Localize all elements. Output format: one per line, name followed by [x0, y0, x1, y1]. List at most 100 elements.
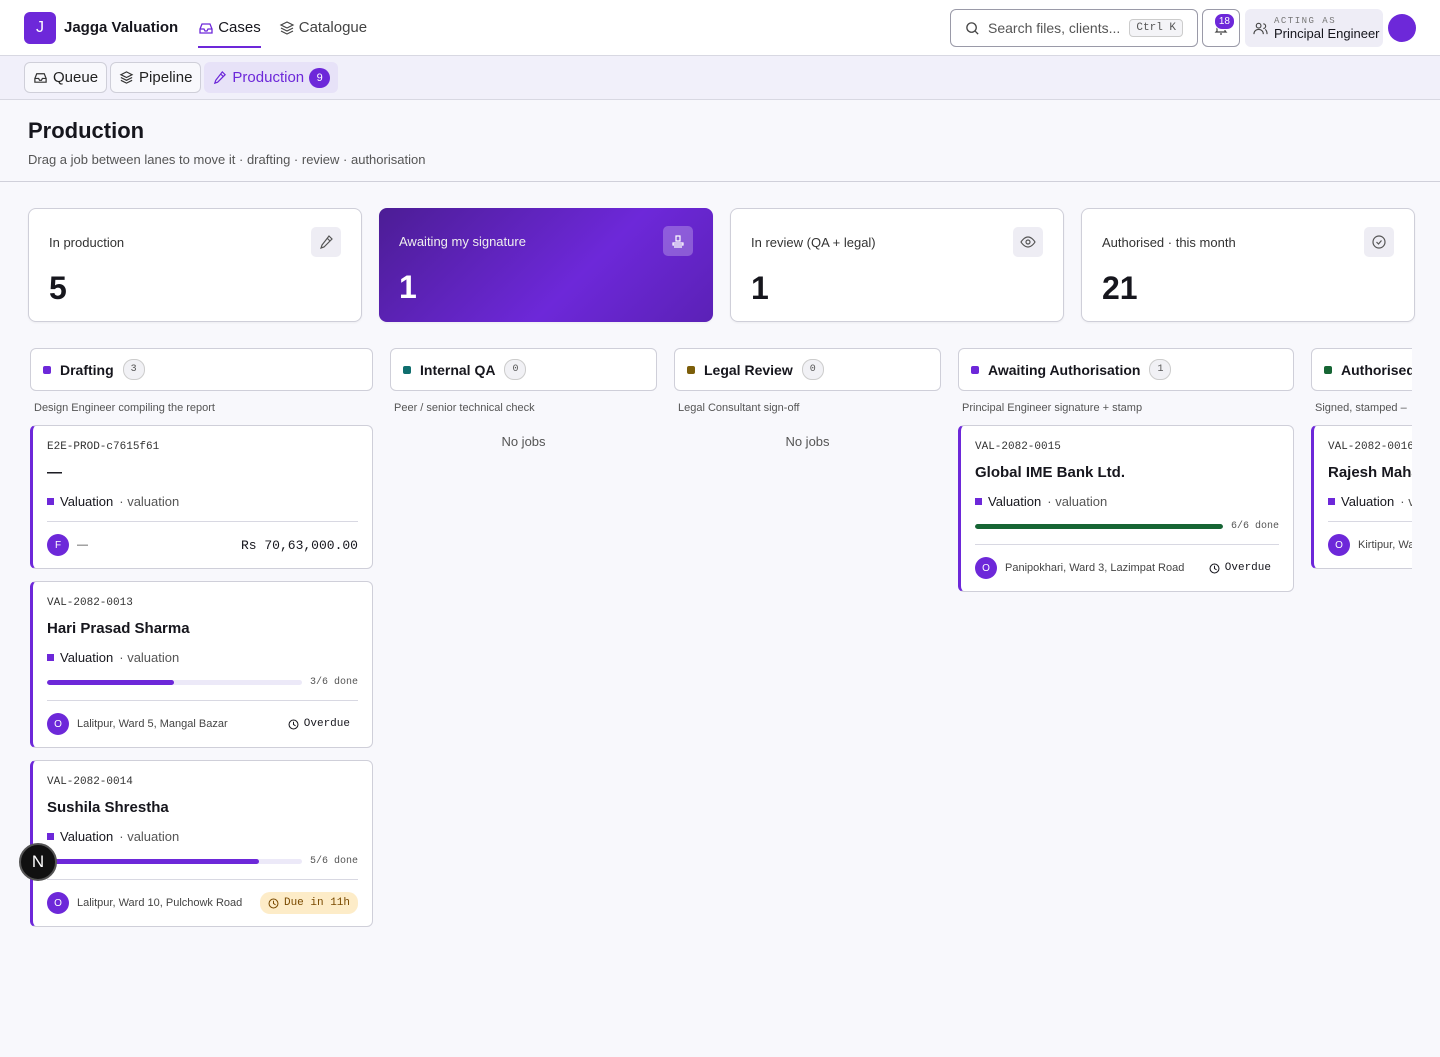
progress-track [47, 859, 302, 864]
job-title: Global IME Bank Ltd. [975, 464, 1126, 481]
job-title: Hari Prasad Sharma [47, 620, 190, 637]
empty-state: No jobs [501, 434, 546, 449]
type-label: Valuation [988, 494, 1042, 509]
tab-production[interactable]: Production 9 [204, 62, 339, 93]
nav-cases[interactable]: Cases [198, 0, 261, 56]
page-subtitle: Drag a job between lanes to move it · dr… [28, 152, 426, 167]
brand-logo[interactable]: J [24, 11, 56, 44]
acting-label: ACTING AS [1274, 15, 1337, 26]
type-label: Valuation [1341, 494, 1395, 509]
stat-label: In production [49, 235, 125, 250]
stat-icon [1364, 227, 1394, 257]
notification-count: 18 [1213, 13, 1235, 30]
progress-label: 5/6 done [309, 856, 358, 867]
job-card[interactable]: VAL-2082-0014 Sushila Shrestha Valuation · … [30, 760, 373, 927]
job-footer: O Kirtipur, Wa [1328, 521, 1412, 556]
icon [288, 719, 299, 729]
assignee-avatar: O [47, 892, 69, 914]
sub-nav: Queue Pipeline Production 9 [0, 56, 1440, 100]
job-id: E2E-PROD-c7615f61 [47, 441, 160, 453]
brand-name[interactable]: Jagga Valuation [64, 19, 179, 36]
stat-value: 1 [751, 270, 769, 306]
due-label: Overdue [1224, 562, 1271, 574]
search-box[interactable]: Search files, clients... Ctrl K [950, 9, 1198, 47]
lane-dot [971, 365, 979, 374]
top-bar: J Jagga Valuation Cases Catalogue Search… [0, 0, 1440, 56]
icon [279, 20, 295, 35]
icon [119, 71, 134, 84]
lane-header: Awaiting Authorisation 1 [958, 348, 1294, 391]
type-marker [47, 498, 54, 505]
job-card[interactable]: VAL-2082-0016 Rajesh Mahar Valuation · v O Ki… [1311, 425, 1412, 569]
type-marker [47, 654, 54, 661]
subtype-label: · valuation [119, 650, 180, 665]
notifications[interactable]: 18 [1202, 9, 1240, 47]
page-title: Production [28, 118, 145, 143]
lane-description: Peer / senior technical check [394, 402, 535, 414]
role-switcher[interactable]: ACTING AS Principal Engineer [1245, 9, 1383, 47]
stat-icon [311, 227, 341, 257]
stat-icon [1013, 227, 1043, 257]
stat-card[interactable]: In production 5 [28, 208, 362, 322]
due-label: Overdue [303, 718, 350, 730]
icon [672, 235, 684, 248]
job-footer: O Panipokhari, Ward 3, Lazimpat Road Overd… [975, 544, 1279, 579]
job-type: Valuation · v [1328, 494, 1412, 509]
lane: Drafting 3 Design Engineer compiling the r… [30, 348, 373, 1048]
tab-label: Production [232, 69, 305, 86]
icon [214, 70, 227, 85]
progress-fill [975, 524, 1223, 529]
icon [34, 73, 47, 83]
dev-indicator[interactable]: N [19, 843, 57, 881]
stat-card[interactable]: Awaiting my signature 1 [379, 208, 713, 322]
lane-count: 3 [122, 359, 145, 380]
stat-card[interactable]: Authorised · this month 21 [1081, 208, 1415, 322]
progress-label: 3/6 done [309, 677, 358, 688]
lane-dot [43, 365, 51, 374]
lane-description: Signed, stamped – [1315, 402, 1407, 414]
stat-card[interactable]: In review (QA + legal) 1 [730, 208, 1064, 322]
search-placeholder: Search files, clients... [988, 20, 1121, 36]
nav-label: Cases [218, 19, 261, 36]
job-location: Kirtipur, Wa [1358, 539, 1412, 551]
lane-header: Drafting 3 [30, 348, 373, 391]
assignee-avatar: O [975, 557, 997, 579]
lane-header: Internal QA 0 [390, 348, 657, 391]
job-footer: O Lalitpur, Ward 5, Mangal Bazar Overdue [47, 700, 358, 735]
tab-queue[interactable]: Queue [24, 62, 108, 93]
job-card[interactable]: VAL-2082-0013 Hari Prasad Sharma Valuation… [30, 581, 373, 748]
lane: Internal QA 0 Peer / senior technical chec… [390, 348, 657, 1048]
shortcut: Ctrl K [1129, 19, 1183, 37]
stat-value: 1 [399, 269, 417, 305]
tab-count: 9 [309, 67, 331, 88]
nav-catalogue[interactable]: Catalogue [279, 0, 367, 56]
lane-name: Legal Review [704, 361, 793, 378]
job-card[interactable]: E2E-PROD-c7615f61 — Valuation · valuation F —… [30, 425, 373, 569]
due-badge: Due in 11h [259, 892, 358, 914]
tab-pipeline[interactable]: Pipeline [110, 62, 202, 93]
icon [1372, 235, 1386, 249]
assignee-avatar: O [1328, 534, 1350, 556]
lane-name: Awaiting Authorisation [988, 361, 1141, 378]
progress: 5/6 done [47, 856, 358, 867]
stat-label: Authorised · this month [1102, 235, 1236, 250]
lane-name: Internal QA [420, 361, 496, 378]
lane-dot [403, 365, 411, 374]
lane-count: 0 [801, 359, 824, 380]
job-type: Valuation · valuation [47, 829, 358, 844]
subtype-label: · valuation [119, 494, 180, 509]
type-marker [1328, 498, 1335, 505]
lane-name: Authorised [1341, 361, 1412, 378]
icon [320, 235, 333, 249]
job-location: — [77, 539, 88, 551]
subtype-label: · valuation [119, 829, 180, 844]
stat-cards: In production 5 Awaiting my signature 1 In r… [28, 208, 1415, 322]
progress-track [47, 680, 302, 685]
job-card[interactable]: VAL-2082-0015 Global IME Bank Ltd. Valuati… [958, 425, 1294, 592]
lane-count: 1 [1149, 359, 1172, 380]
user-avatar[interactable] [1388, 14, 1416, 42]
type-marker [975, 498, 982, 505]
icon [1020, 236, 1036, 248]
